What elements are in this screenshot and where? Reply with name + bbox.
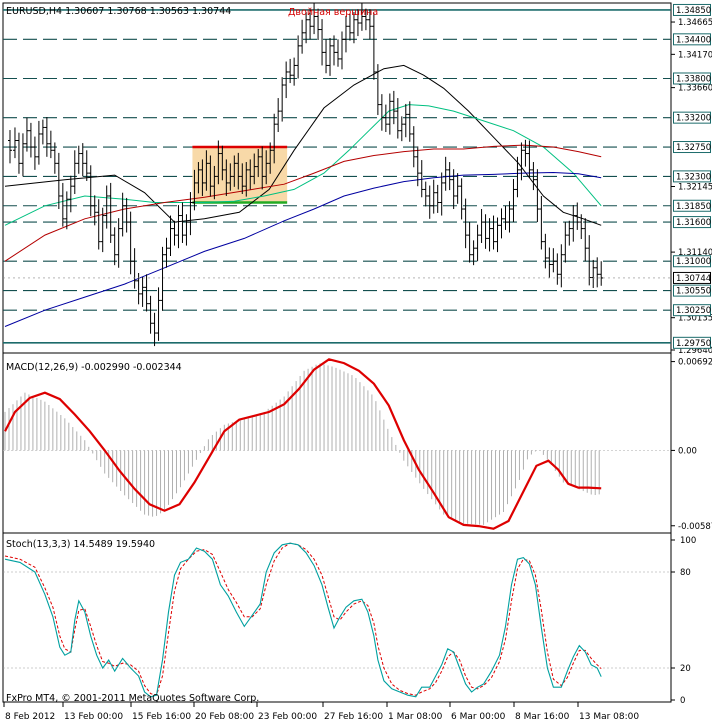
current-price-tag-inner xyxy=(674,272,710,283)
level-price-label: 1.32300 xyxy=(676,172,711,182)
time-tick-label: 8 Feb 2012 xyxy=(5,712,55,722)
double-top-annotation: Двойная вершина xyxy=(288,7,378,18)
time-tick-label: 1 Mar 08:00 xyxy=(388,712,443,722)
symbol-header: EURUSD,H4 1.30607 1.30768 1.30563 1.3074… xyxy=(6,6,231,17)
time-tick-label: 13 Feb 00:00 xyxy=(64,712,123,722)
price-tick-label: 1.31140 xyxy=(678,248,712,258)
moving-average-line xyxy=(4,64,602,226)
time-tick-label: 6 Mar 00:00 xyxy=(451,712,506,722)
price-tick-label: 1.29640 xyxy=(678,346,712,356)
stoch-header: Stoch(13,3,3) 14.5489 19.5940 xyxy=(6,539,155,550)
level-price-label: 1.31600 xyxy=(676,218,711,228)
stoch-tick-label: 100 xyxy=(680,536,696,546)
time-tick-label: 23 Feb 00:00 xyxy=(258,712,317,722)
price-tick-label: 1.34170 xyxy=(678,50,712,60)
time-axis: 8 Feb 2012 13 Feb 00:00 15 Feb 16:00 20 Feb… xyxy=(3,702,639,722)
stoch-tick-label: 0 xyxy=(680,696,685,706)
time-tick-label: 27 Feb 16:00 xyxy=(324,712,383,722)
macd-tick-label: -0.00587 xyxy=(678,522,712,532)
moving-average-line xyxy=(4,104,602,226)
level-price-tag-inner xyxy=(674,4,710,15)
level-price-tag-inner xyxy=(674,217,710,228)
price-axis: 1.34665 1.34170 1.33660 1.32145 1.31140 1.301… xyxy=(671,3,712,356)
price-tick-label: 1.30135 xyxy=(678,314,712,324)
level-price-label: 1.34400 xyxy=(676,35,711,45)
level-price-label: 1.33800 xyxy=(676,74,711,84)
macd-tick-label: 0.00692 xyxy=(678,358,712,368)
price-tick-label: 1.32145 xyxy=(678,183,712,193)
level-price-tag-inner xyxy=(674,305,710,316)
stoch-tick-label: 80 xyxy=(680,568,691,578)
level-price-label: 1.30550 xyxy=(676,287,711,297)
time-tick-label: 15 Feb 16:00 xyxy=(132,712,191,722)
time-tick-label: 13 Mar 08:00 xyxy=(579,712,639,722)
level-price-tag-inner xyxy=(674,285,710,296)
price-tick-label: 1.34665 xyxy=(678,18,712,28)
copyright-footer: FxPro MT4, © 2001-2011 MetaQuotes Softwa… xyxy=(6,693,259,704)
level-price-tag-inner xyxy=(674,200,710,211)
stoch-main-line xyxy=(4,542,602,698)
stoch-tick-label: 20 xyxy=(680,664,691,674)
consolidation-box xyxy=(192,145,288,204)
level-price-tag-inner xyxy=(674,73,710,84)
level-price-tag-inner xyxy=(674,171,710,182)
moving-average-line xyxy=(4,144,602,262)
level-price-label: 1.34850 xyxy=(676,6,711,16)
current-price-label: 1.30744 xyxy=(676,274,711,284)
level-price-tag-inner xyxy=(674,142,710,153)
level-price-tag-inner xyxy=(674,256,710,267)
level-price-tag-inner xyxy=(674,337,710,348)
moving-averages xyxy=(4,64,602,327)
macd-header: MACD(12,26,9) -0.002990 -0.002344 xyxy=(6,362,182,373)
level-price-label: 1.31850 xyxy=(676,202,711,212)
level-price-tag-inner xyxy=(674,112,710,123)
horizontal-levels xyxy=(3,9,671,344)
level-price-label: 1.31000 xyxy=(676,257,711,267)
level-price-label: 1.32750 xyxy=(676,143,711,153)
level-price-label: 1.29750 xyxy=(676,339,711,349)
level-price-label: 1.30250 xyxy=(676,306,711,316)
time-tick-label: 20 Feb 08:00 xyxy=(195,712,254,722)
price-tick-label: 1.33660 xyxy=(678,84,712,94)
macd-panel: 0.00692 0.00 -0.00587 xyxy=(3,358,712,532)
stochastic-panel: 100 80 20 0 xyxy=(3,536,696,706)
level-price-label: 1.33200 xyxy=(676,114,711,124)
macd-tick-label: 0.00 xyxy=(678,446,697,456)
macd-signal-line xyxy=(4,358,602,530)
price-series xyxy=(3,3,671,347)
level-price-tag-inner xyxy=(674,34,710,45)
consolidation-fill xyxy=(192,147,288,203)
moving-average-line xyxy=(4,171,602,327)
time-tick-label: 8 Mar 16:00 xyxy=(515,712,570,722)
